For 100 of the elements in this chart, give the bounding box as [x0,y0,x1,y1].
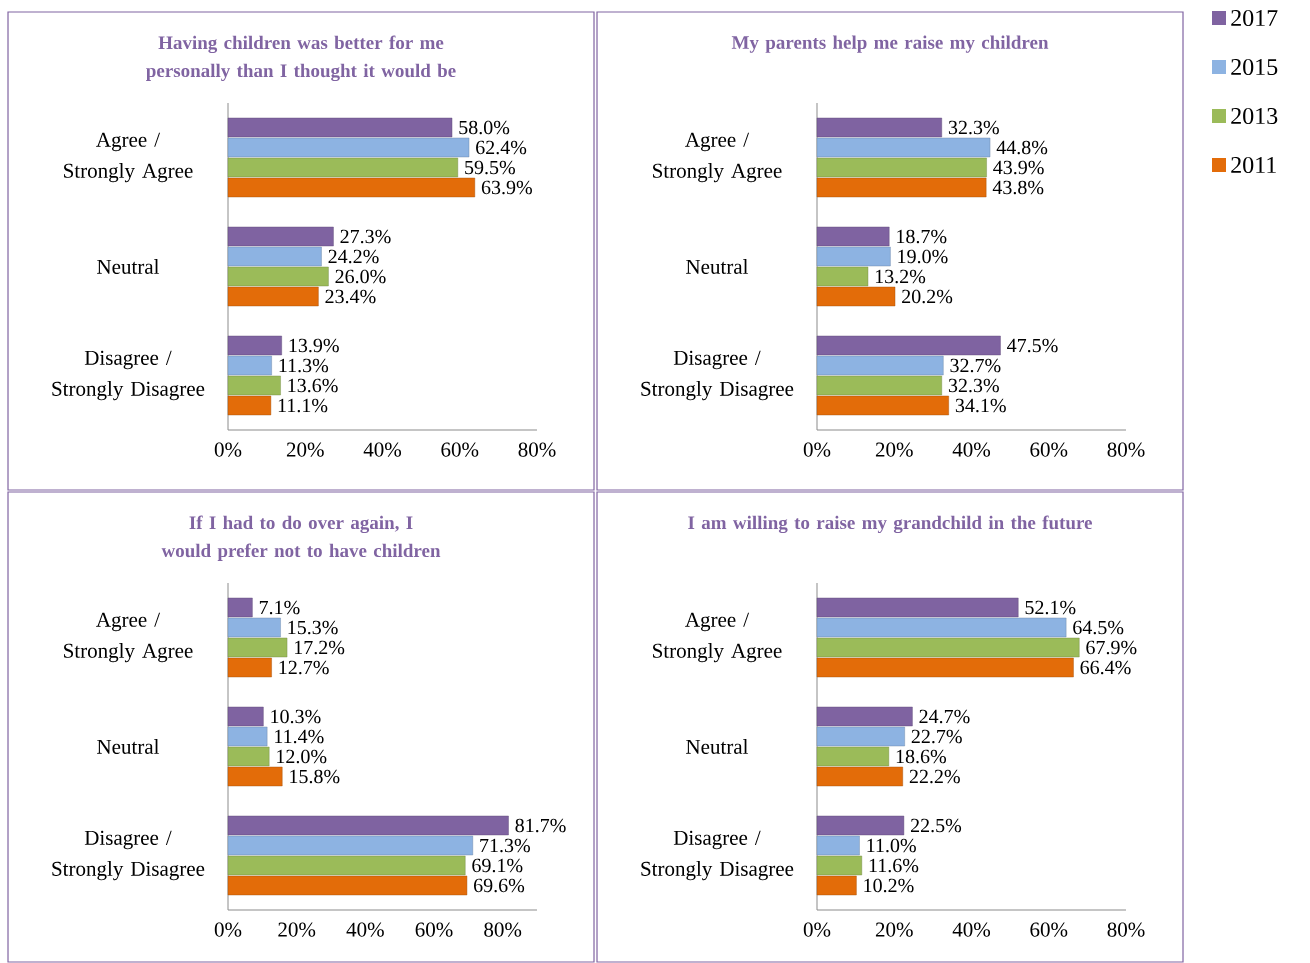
bar [227,815,509,836]
bar [816,117,942,138]
bar [816,335,1001,356]
bar [816,657,1074,678]
x-tick-label: 40% [952,922,991,937]
x-tick-label: 40% [346,922,384,937]
data-label: 20.2% [902,289,953,304]
bar [227,657,272,678]
bar [227,617,281,638]
x-tick-label: 80% [1107,442,1145,457]
x-tick-label: 60% [1030,922,1068,937]
data-label: 27.3% [340,229,391,244]
bar [816,835,860,856]
bar [227,177,476,198]
bar [816,726,905,747]
y-tick-label: Neutral [97,259,160,274]
bar [816,355,944,376]
data-label: 32.7% [950,358,1001,373]
bar [227,706,264,727]
bar [816,157,987,178]
data-label: 11.1% [278,398,328,413]
y-tick-label: Disagree / Strongly Disagree [641,350,794,401]
legend-label: 2017 [1231,9,1278,27]
bar [227,266,329,287]
y-tick-label: Neutral [97,739,160,754]
data-label: 52.1% [1025,600,1076,615]
data-label: 23.4% [325,289,376,304]
bar [227,335,282,356]
bar [227,597,253,618]
bar [816,766,903,787]
bar [816,137,991,158]
bar [816,395,949,416]
data-label: 11.6% [869,858,919,873]
bar [816,706,913,727]
bar [227,726,268,747]
data-label: 7.1% [259,600,300,615]
bar [816,815,905,836]
data-label: 69.6% [474,878,525,893]
x-tick-label: 80% [484,922,522,937]
x-tick-label: 0% [214,922,242,937]
bar [816,597,1019,618]
bar [227,375,281,396]
data-label: 15.8% [290,769,340,784]
y-tick-label: Agree / Strongly Agree [653,612,782,663]
bar [227,395,272,416]
data-label: 32.3% [948,378,999,393]
x-tick-label: 60% [1030,442,1068,457]
data-label: 22.5% [910,818,962,833]
bar [816,375,942,396]
data-label: 24.7% [919,709,970,724]
data-label: 13.2% [875,269,926,284]
legend-label: 2015 [1231,58,1278,76]
data-label: 69.1% [472,858,523,873]
bar [227,637,288,658]
data-label: 62.4% [476,140,527,155]
data-label: 44.8% [996,140,1048,155]
x-tick-label: 20% [875,442,913,457]
bar [227,855,466,876]
data-label: 66.4% [1080,660,1131,675]
bar [816,875,857,896]
data-label: 67.9% [1086,640,1137,655]
legend-label: 2011 [1231,156,1276,174]
legend-label: 2013 [1231,107,1278,125]
data-label: 63.9% [481,180,532,195]
data-label: 18.6% [896,749,947,764]
data-label: 64.5% [1073,620,1124,635]
y-tick-label: Agree / Strongly Agree [64,612,193,663]
bar [227,835,473,856]
x-tick-label: 0% [214,442,242,457]
data-label: 26.0% [335,269,386,284]
bar [227,766,283,787]
bar [227,157,459,178]
x-tick-label: 0% [803,442,831,457]
data-label: 71.3% [480,838,530,853]
data-label: 15.3% [288,620,338,635]
bar [816,246,891,267]
data-label: 22.2% [909,769,960,784]
x-tick-label: 40% [363,442,402,457]
data-label: 10.2% [864,878,914,893]
bar [816,617,1067,638]
bar [227,226,334,247]
data-label: 11.0% [867,838,916,853]
x-tick-label: 80% [1107,922,1145,937]
x-tick-label: 60% [415,922,453,937]
data-label: 13.6% [288,378,338,393]
data-label: 13.9% [289,338,339,353]
x-tick-label: 40% [952,442,991,457]
y-tick-label: Neutral [686,739,749,754]
data-label: 24.2% [328,249,379,264]
y-tick-label: Neutral [686,259,749,274]
data-label: 59.5% [465,160,515,175]
bar [227,117,453,138]
bar [227,286,319,307]
chart-title: My parents help me raise my children [731,35,1049,53]
bar [816,637,1080,658]
data-label: 12.7% [279,660,329,675]
x-tick-label: 0% [803,922,831,937]
y-tick-label: Agree / Strongly Agree [653,132,782,183]
data-label: 47.5% [1007,338,1058,353]
data-label: 11.4% [275,729,324,744]
